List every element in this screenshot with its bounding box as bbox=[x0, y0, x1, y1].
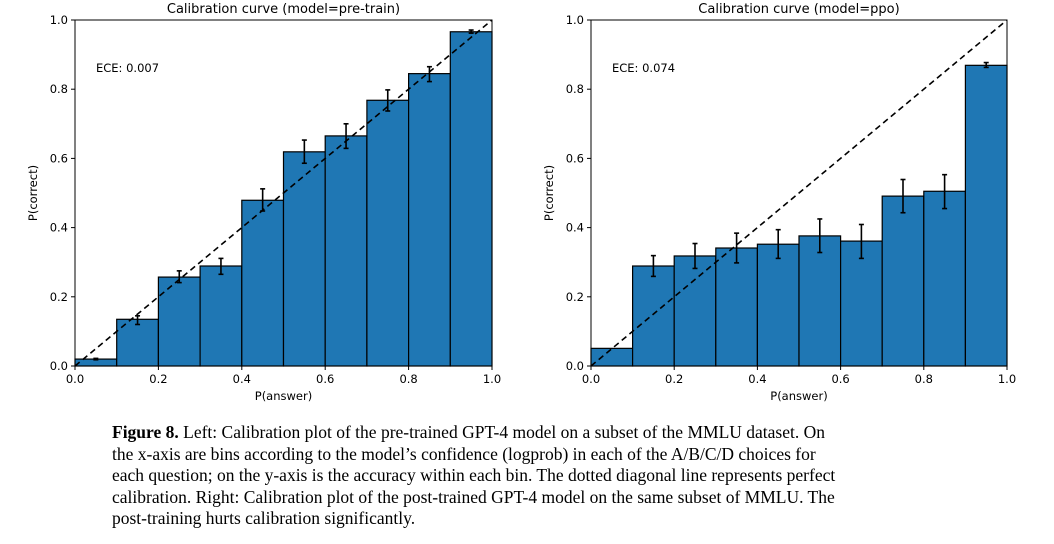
bar bbox=[324, 135, 368, 367]
y-tick-label: 0.0 bbox=[50, 359, 68, 373]
x-tick-label: 0.8 bbox=[915, 372, 933, 386]
caption-line-3: each question; on the y-axis is the accu… bbox=[112, 465, 836, 485]
y-axis-label: P(correct) bbox=[26, 165, 40, 221]
error-bar bbox=[942, 173, 948, 210]
bar bbox=[798, 235, 842, 367]
bar bbox=[366, 99, 410, 367]
y-tick-label: 0.2 bbox=[50, 290, 68, 304]
figure-caption: Figure 8. Left: Calibration plot of the … bbox=[112, 422, 952, 530]
caption-text: Left: Calibration plot of the pre-traine… bbox=[178, 422, 825, 442]
bar bbox=[881, 195, 925, 367]
bar bbox=[964, 64, 1008, 367]
error-bar bbox=[775, 228, 781, 260]
error-bar bbox=[301, 139, 307, 165]
bar bbox=[157, 276, 201, 367]
bar bbox=[590, 347, 634, 367]
y-axis-label: P(correct) bbox=[542, 165, 556, 221]
bar bbox=[923, 190, 966, 367]
caption-line-1: Figure 8. Left: Calibration plot of the … bbox=[112, 422, 952, 444]
ece-annotation: ECE: 0.007 bbox=[96, 61, 159, 75]
x-tick-label: 0.0 bbox=[66, 372, 84, 386]
bar bbox=[241, 199, 285, 367]
caption-label: Figure 8. bbox=[112, 422, 179, 442]
ece-annotation: ECE: 0.074 bbox=[612, 61, 675, 75]
bar bbox=[715, 247, 758, 367]
y-tick-label: 0.6 bbox=[50, 151, 68, 165]
error-bar bbox=[93, 357, 99, 361]
error-bar bbox=[817, 218, 823, 254]
error-bar bbox=[218, 257, 224, 276]
x-tick-label: 0.6 bbox=[831, 372, 849, 386]
y-tick-label: 0.0 bbox=[566, 359, 584, 373]
error-bar bbox=[650, 254, 656, 278]
caption-line-4: calibration. Right: Calibration plot of … bbox=[112, 486, 835, 507]
x-tick-label: 0.2 bbox=[665, 372, 683, 386]
error-bar bbox=[900, 178, 906, 214]
figure: 0.0 0.2 0.4 0.6 0.8 1.0 0.0 0.2 0.4 0.6 0.8 1.0 Cali… bbox=[26, 2, 1016, 403]
error-bar bbox=[135, 315, 141, 326]
x-axis-label: P(answer) bbox=[255, 389, 312, 403]
x-tick-label: 0.4 bbox=[748, 372, 766, 386]
error-bar bbox=[983, 61, 989, 69]
y-tick-label: 0.2 bbox=[566, 290, 584, 304]
chart-title: Calibration curve (model=ppo) bbox=[698, 2, 899, 17]
error-bar bbox=[176, 270, 182, 284]
bar bbox=[282, 151, 326, 367]
calibration-plot-ppo: 0.0 0.2 0.4 0.6 0.8 1.0 0.0 0.2 0.4 0.6 0.8 1.0 Cali… bbox=[542, 2, 1016, 403]
axes-frame bbox=[74, 19, 493, 367]
bar bbox=[408, 73, 451, 367]
x-tick-label: 1.0 bbox=[998, 372, 1016, 386]
x-tick-label: 0.8 bbox=[399, 372, 417, 386]
chart-title: Calibration curve (model=pre-train) bbox=[167, 2, 400, 17]
error-bar bbox=[343, 123, 349, 150]
x-tick-label: 1.0 bbox=[483, 372, 501, 386]
perfect-calibration-line bbox=[74, 19, 493, 367]
y-tick-label: 0.4 bbox=[566, 221, 584, 235]
x-tick-label: 0.6 bbox=[316, 372, 334, 386]
x-tick-label: 0.2 bbox=[149, 372, 167, 386]
bar bbox=[631, 265, 675, 367]
bar bbox=[449, 31, 493, 367]
bar bbox=[199, 265, 243, 367]
error-bar bbox=[692, 242, 698, 270]
y-tick-label: 0.4 bbox=[50, 221, 68, 235]
x-tick-label: 0.0 bbox=[582, 372, 600, 386]
bar bbox=[756, 243, 800, 367]
y-tick-label: 1.0 bbox=[566, 13, 584, 27]
y-tick-label: 0.6 bbox=[566, 151, 584, 165]
y-tick-label: 0.8 bbox=[566, 82, 584, 96]
error-bar bbox=[468, 29, 474, 34]
x-tick-label: 0.4 bbox=[233, 372, 251, 386]
y-tick-label: 1.0 bbox=[50, 13, 68, 27]
bar bbox=[673, 255, 717, 367]
x-axis-label: P(answer) bbox=[770, 389, 827, 403]
axes-frame bbox=[590, 19, 1008, 367]
error-bar bbox=[426, 65, 432, 83]
caption-line-5: post-training hurts calibration signific… bbox=[112, 508, 416, 528]
bar bbox=[839, 240, 883, 367]
error-bar bbox=[734, 232, 740, 264]
perfect-calibration-line bbox=[590, 19, 1008, 367]
caption-line-2: the x-axis are bins according to the mod… bbox=[112, 443, 816, 464]
calibration-plot-pretrain: 0.0 0.2 0.4 0.6 0.8 1.0 0.0 0.2 0.4 0.6 0.8 1.0 Cali… bbox=[26, 2, 501, 403]
y-tick-label: 0.8 bbox=[50, 82, 68, 96]
error-bar bbox=[858, 223, 864, 260]
